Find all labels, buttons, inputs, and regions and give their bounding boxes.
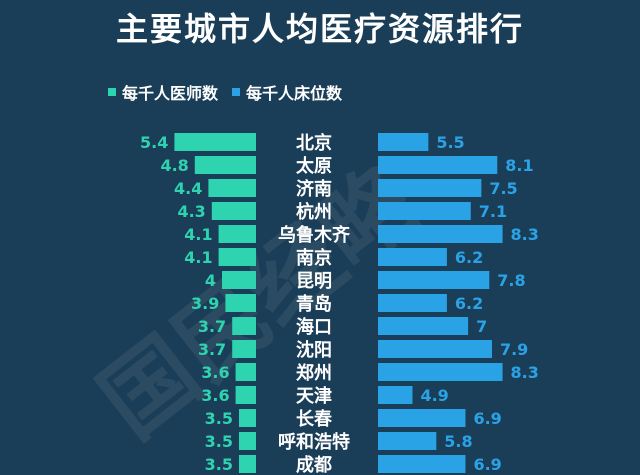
bar-doctors-2 bbox=[208, 179, 256, 197]
value-label-beds-12: 6.9 bbox=[473, 409, 501, 428]
category-label-13: 呼和浩特 bbox=[278, 431, 350, 453]
category-label-2: 济南 bbox=[296, 178, 332, 200]
value-label-beds-6: 7.8 bbox=[497, 271, 525, 290]
chart-title: 主要城市人均医疗资源排行 bbox=[115, 10, 524, 48]
value-label-doctors-7: 3.9 bbox=[191, 294, 219, 313]
legend: 每千人医师数 每千人床位数 bbox=[108, 80, 342, 104]
legend-swatch-beds bbox=[232, 88, 241, 96]
bar-beds-3 bbox=[378, 202, 471, 220]
value-label-beds-10: 8.3 bbox=[511, 363, 539, 382]
bar-doctors-0 bbox=[174, 133, 256, 151]
bar-beds-0 bbox=[378, 133, 429, 151]
category-label-11: 天津 bbox=[296, 385, 332, 407]
category-label-0: 北京 bbox=[296, 132, 332, 154]
value-label-beds-4: 8.3 bbox=[511, 225, 539, 244]
value-label-beds-1: 8.1 bbox=[505, 156, 533, 175]
value-label-doctors-6: 4 bbox=[205, 271, 216, 290]
bar-beds-4 bbox=[378, 225, 503, 243]
bar-doctors-10 bbox=[235, 363, 256, 381]
bar-beds-14 bbox=[378, 455, 466, 473]
category-label-9: 沈阳 bbox=[296, 339, 332, 361]
value-label-beds-2: 7.5 bbox=[489, 179, 517, 198]
value-label-doctors-3: 4.3 bbox=[177, 202, 205, 221]
bar-beds-11 bbox=[378, 386, 413, 404]
value-label-doctors-12: 3.5 bbox=[205, 409, 233, 428]
value-label-doctors-5: 4.1 bbox=[184, 248, 212, 267]
bar-doctors-4 bbox=[218, 225, 256, 243]
category-label-12: 长春 bbox=[296, 408, 333, 430]
bar-beds-13 bbox=[378, 432, 437, 450]
legend-label-beds: 每千人床位数 bbox=[246, 84, 343, 103]
value-label-doctors-10: 3.6 bbox=[201, 363, 229, 382]
bar-doctors-7 bbox=[225, 294, 256, 312]
value-label-beds-14: 6.9 bbox=[473, 455, 501, 474]
value-label-beds-11: 4.9 bbox=[420, 386, 448, 405]
legend-swatch-doctors bbox=[108, 88, 116, 96]
category-label-8: 海口 bbox=[296, 316, 332, 338]
bar-doctors-8 bbox=[232, 317, 256, 335]
value-label-doctors-4: 4.1 bbox=[184, 225, 212, 244]
value-label-doctors-0: 5.4 bbox=[140, 133, 168, 152]
legend-item-beds: 每千人床位数 bbox=[232, 80, 342, 104]
value-label-beds-13: 5.8 bbox=[444, 432, 472, 451]
bar-beds-6 bbox=[378, 271, 490, 289]
legend-item-doctors: 每千人医师数 bbox=[108, 80, 218, 104]
value-label-beds-3: 7.1 bbox=[479, 202, 507, 221]
bar-doctors-1 bbox=[194, 156, 256, 174]
bar-beds-5 bbox=[378, 248, 447, 266]
value-label-doctors-1: 4.8 bbox=[160, 156, 188, 175]
bar-beds-2 bbox=[378, 179, 482, 197]
category-label-10: 郑州 bbox=[296, 362, 332, 384]
value-label-doctors-14: 3.5 bbox=[205, 455, 233, 474]
value-label-beds-5: 6.2 bbox=[455, 248, 483, 267]
value-label-beds-8: 7 bbox=[476, 317, 487, 336]
bar-doctors-12 bbox=[239, 409, 256, 427]
category-label-14: 成都 bbox=[296, 454, 332, 475]
bar-beds-8 bbox=[378, 317, 469, 335]
bar-doctors-13 bbox=[239, 432, 256, 450]
bar-doctors-9 bbox=[232, 340, 256, 358]
value-label-doctors-11: 3.6 bbox=[201, 386, 229, 405]
value-label-beds-9: 7.9 bbox=[500, 340, 528, 359]
bar-beds-9 bbox=[378, 340, 492, 358]
value-label-beds-7: 6.2 bbox=[455, 294, 483, 313]
category-label-6: 昆明 bbox=[296, 271, 332, 292]
value-label-doctors-8: 3.7 bbox=[198, 317, 226, 336]
category-label-5: 南京 bbox=[296, 247, 332, 269]
category-label-1: 太原 bbox=[296, 155, 332, 177]
legend-label-doctors: 每千人医师数 bbox=[122, 84, 219, 103]
bar-doctors-11 bbox=[235, 386, 256, 404]
value-label-doctors-9: 3.7 bbox=[198, 340, 226, 359]
category-label-4: 乌鲁木齐 bbox=[278, 224, 351, 246]
value-label-doctors-2: 4.4 bbox=[174, 179, 202, 198]
bar-beds-12 bbox=[378, 409, 466, 427]
bar-doctors-5 bbox=[218, 248, 256, 266]
bar-beds-7 bbox=[378, 294, 447, 312]
category-label-7: 青岛 bbox=[296, 293, 332, 315]
bar-doctors-3 bbox=[211, 202, 256, 220]
bar-beds-10 bbox=[378, 363, 503, 381]
bar-doctors-14 bbox=[239, 455, 256, 473]
category-label-3: 杭州 bbox=[296, 201, 332, 223]
value-label-beds-0: 5.5 bbox=[436, 133, 464, 152]
bar-doctors-6 bbox=[222, 271, 256, 289]
bar-beds-1 bbox=[378, 156, 498, 174]
value-label-doctors-13: 3.5 bbox=[205, 432, 233, 451]
